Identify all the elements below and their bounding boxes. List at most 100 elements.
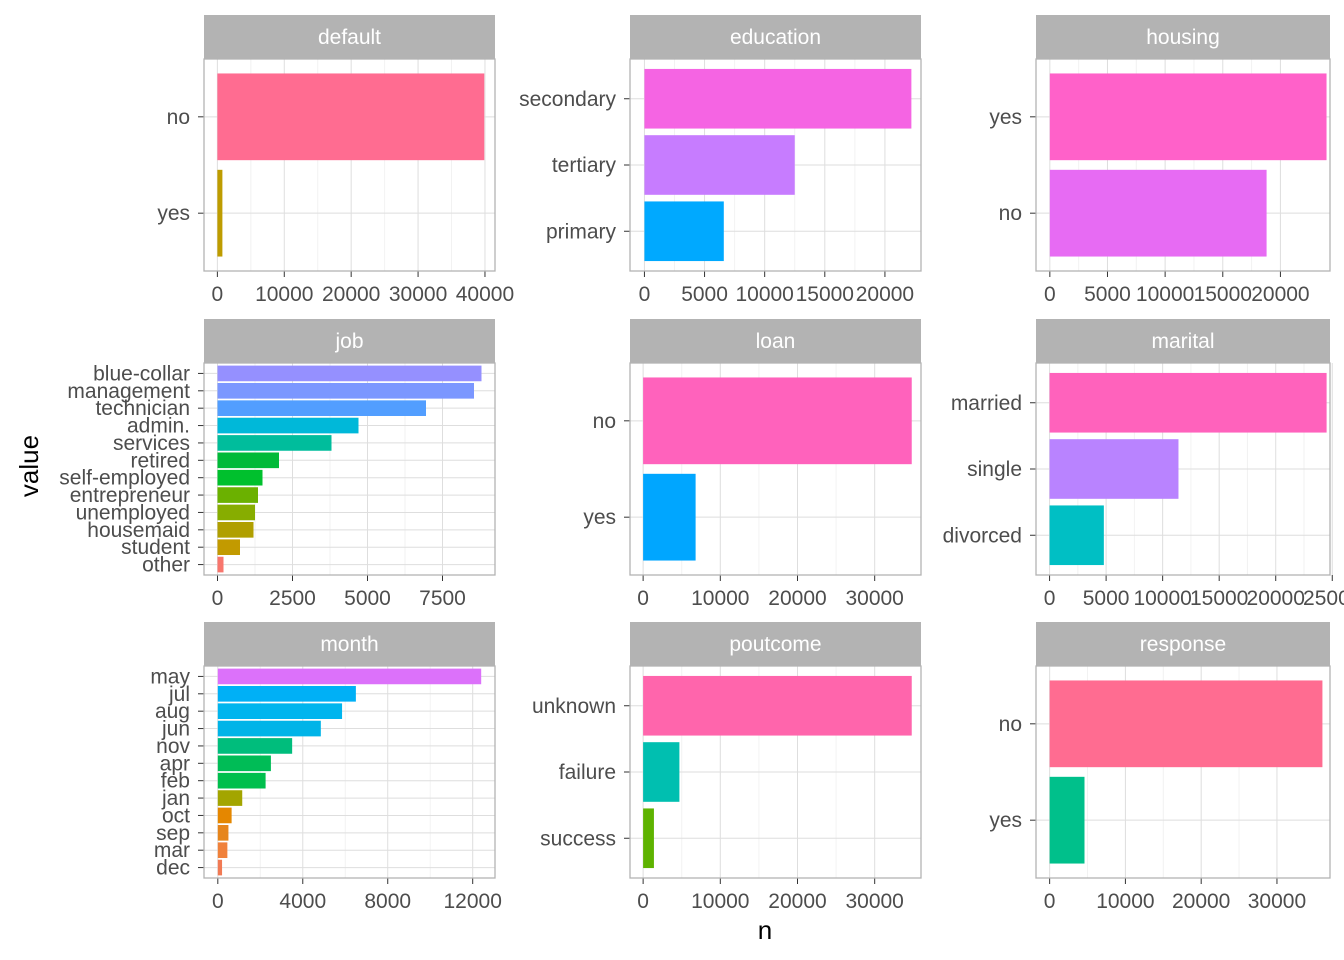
x-tick-label: 15000 [1194,283,1252,306]
x-tick-label: 20000 [768,890,826,913]
y-tick-label: no [999,713,1022,736]
bar-poutcome-failure [643,742,680,802]
bar-job-entrepreneur [217,487,258,503]
y-tick-label: no [167,106,190,129]
x-tick-label: 10000 [1133,587,1191,610]
bar-marital-married [1049,372,1327,433]
x-tick-label: 5000 [681,283,728,306]
facet-response: response 0 10000 20000 30000 no yes [989,622,1331,913]
x-tick-label: 4000 [279,890,326,913]
panel-border [203,362,496,576]
panel-border [1035,58,1331,272]
y-tick-label: no [999,202,1022,225]
facet-strip-housing [1036,15,1330,59]
x-tick-label: 10000 [255,283,313,306]
bar-month-dec [217,859,223,876]
bar-marital-divorced [1049,505,1104,566]
facet-strip-loan [630,319,921,363]
panel-border [629,665,922,879]
bar-response-yes [1049,776,1085,864]
x-tick-label: 30000 [389,283,447,306]
facet-title-education: education [730,26,821,49]
x-tick-label: 8000 [364,890,411,913]
bar-month-mar [217,842,228,859]
y-tick-label: management [67,380,190,403]
y-tick-label: secondary [519,88,616,111]
bar-marital-single [1049,439,1179,499]
y-tick-label: entrepreneur [70,484,190,507]
y-tick-label: unemployed [76,501,190,524]
facet-strip-month [204,622,495,666]
bar-education-tertiary [644,135,795,195]
x-tick-label: 20000 [856,283,914,306]
facet-title-default: default [318,26,381,49]
y-tick-label: divorced [943,524,1022,547]
x-tick-label: 20000 [322,283,380,306]
panel-border [629,58,922,272]
bar-housing-yes [1049,73,1327,161]
bar-housing-no [1049,169,1267,257]
y-tick-label: dec [156,857,190,880]
y-tick-label: apr [160,752,190,775]
bar-loan-no [643,377,912,465]
y-tick-label: retired [130,449,190,472]
panel-border [203,58,496,272]
x-tick-label: 10000 [735,283,793,306]
x-tick-label: 0 [212,283,224,306]
bar-response-no [1049,680,1323,768]
y-tick-label: single [967,458,1022,481]
panel-border [629,362,922,576]
facet-marital: marital 0 500010000150002000025000 married s… [943,319,1344,610]
y-tick-label: feb [161,770,190,793]
y-tick-label: success [540,827,616,850]
x-tick-label: 0 [1044,587,1056,610]
y-tick-label: student [121,536,190,559]
y-tick-label: services [113,432,190,455]
y-tick-label: oct [162,804,190,827]
facet-title-loan: loan [756,330,796,353]
bar-job-student [217,539,240,556]
x-tick-label: 0 [1044,283,1056,306]
y-tick-label: aug [155,700,190,723]
y-tick-label: jun [161,718,190,741]
x-tick-label: 7500 [419,587,466,610]
y-axis-title: value [14,435,44,497]
y-tick-label: yes [583,506,616,529]
x-tick-label: 0 [1044,890,1056,913]
facet-strip-default [204,15,495,59]
bar-job-self-employed [217,469,263,486]
y-tick-label: admin. [127,415,190,438]
y-tick-label: no [593,410,616,433]
x-tick-label: 5000 [1083,587,1130,610]
bar-month-may [217,668,482,685]
facet-month: month 0 4000 8000 12000 mayjulaugjunnovaprfeb… [150,622,502,913]
bar-job-technician [217,400,426,416]
x-tick-label: 0 [637,890,649,913]
y-tick-label: yes [157,202,190,225]
x-tick-label: 10000 [691,587,749,610]
x-tick-label: 10000 [1096,890,1154,913]
panel-border [203,665,496,879]
facet-default: default 0 10000 20000 30000 40000 no yes [157,15,514,306]
bar-month-sep [217,825,229,841]
x-tick-label: 5000 [1084,283,1131,306]
facet-title-housing: housing [1146,26,1220,49]
bar-month-jan [217,790,243,806]
x-tick-label: 12000 [443,890,501,913]
facet-title-month: month [320,633,378,656]
x-tick-label: 15000 [796,283,854,306]
x-tick-label: 2500 [269,587,316,610]
facet-title-job: job [334,330,363,353]
x-tick-label: 20000 [1172,890,1230,913]
facet-job: job 0 2500 5000 7500 blue-collarmanagementtec… [59,319,496,610]
facet-title-marital: marital [1151,330,1214,353]
bar-poutcome-success [643,808,654,869]
facet-housing: housing 0 5000 10000 15000 20000 yes no [989,15,1331,306]
bar-poutcome-unknown [643,675,912,736]
facet-loan: loan 0 10000 20000 30000 no yes [583,319,922,610]
x-tick-label: 10000 [1136,283,1194,306]
facet-education: education 0 5000 10000 15000 20000 secondary te… [519,15,922,306]
y-tick-label: may [150,665,190,688]
bar-month-nov [217,738,293,754]
bar-month-oct [217,807,232,824]
